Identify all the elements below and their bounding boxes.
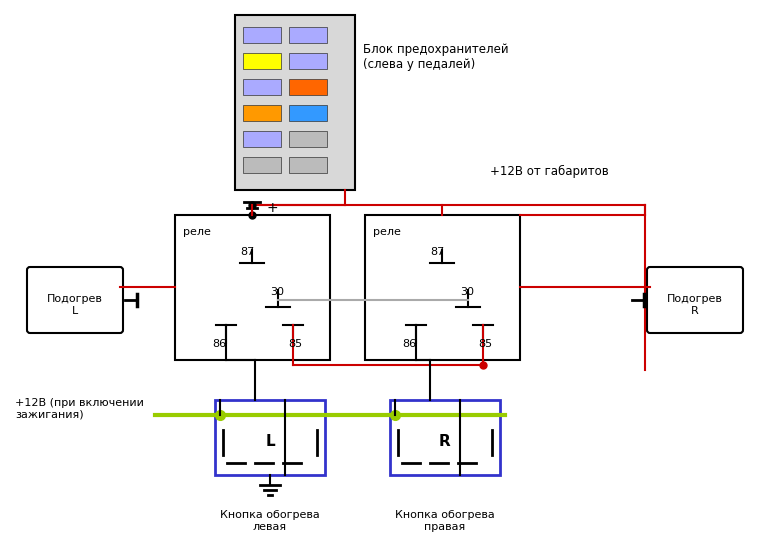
Bar — [243, 157, 281, 173]
Bar — [289, 53, 327, 69]
Text: Кнопка обогрева
правая: Кнопка обогрева правая — [395, 510, 495, 532]
FancyBboxPatch shape — [27, 267, 123, 333]
Text: Подогрев
R: Подогрев R — [667, 294, 723, 316]
Text: +: + — [267, 201, 279, 215]
Bar — [289, 105, 327, 121]
Text: Блок предохранителей
(слева у педалей): Блок предохранителей (слева у педалей) — [363, 43, 509, 71]
Text: Подогрев
L: Подогрев L — [47, 294, 103, 316]
Text: +12В (при включении
зажигания): +12В (при включении зажигания) — [15, 398, 144, 420]
Text: реле: реле — [183, 227, 211, 237]
FancyBboxPatch shape — [215, 400, 325, 475]
Bar — [289, 79, 327, 95]
Bar — [243, 27, 281, 43]
Bar — [289, 157, 327, 173]
Text: 30: 30 — [460, 287, 474, 297]
Text: 87: 87 — [240, 247, 254, 257]
FancyBboxPatch shape — [365, 215, 520, 360]
Text: реле: реле — [373, 227, 401, 237]
FancyBboxPatch shape — [175, 215, 330, 360]
Bar — [289, 27, 327, 43]
Bar — [243, 53, 281, 69]
FancyBboxPatch shape — [390, 400, 500, 475]
Bar — [243, 105, 281, 121]
FancyBboxPatch shape — [647, 267, 743, 333]
Text: 87: 87 — [430, 247, 444, 257]
Bar — [243, 79, 281, 95]
Text: R: R — [439, 434, 451, 450]
Text: 86: 86 — [402, 339, 416, 349]
Text: 85: 85 — [478, 339, 492, 349]
Text: 30: 30 — [270, 287, 284, 297]
Text: +12В от габаритов: +12В от габаритов — [490, 165, 608, 178]
FancyBboxPatch shape — [235, 15, 355, 190]
Bar — [289, 131, 327, 147]
Text: Кнопка обогрева
левая: Кнопка обогрева левая — [220, 510, 320, 532]
Text: 85: 85 — [288, 339, 302, 349]
Text: L: L — [265, 434, 275, 450]
Bar — [243, 131, 281, 147]
Text: 86: 86 — [212, 339, 226, 349]
